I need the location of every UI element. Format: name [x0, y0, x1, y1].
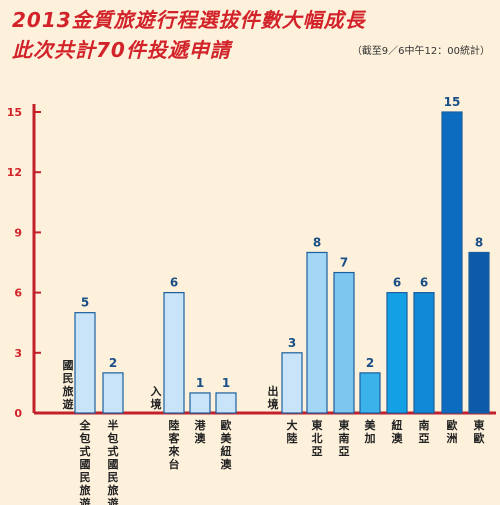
category-label-char: 旅	[108, 483, 119, 497]
bar-value-label: 2	[109, 356, 117, 370]
y-tick-label: 12	[7, 166, 22, 179]
category-label-char: 澳	[392, 431, 404, 445]
bar-value-label: 15	[444, 95, 461, 109]
category-label-char: 半	[108, 418, 119, 432]
category-label-char: 亞	[419, 432, 430, 445]
group-label-char: 民	[63, 372, 74, 385]
category-label-char: 港	[195, 418, 207, 432]
bar	[333, 271, 355, 414]
category-label-char: 遊	[80, 496, 91, 505]
category-label-char: 民	[108, 471, 119, 484]
category-label-char: 北	[312, 431, 323, 445]
category-label-char: 包	[79, 431, 91, 445]
group-label-char: 出	[268, 384, 279, 398]
bar	[386, 292, 408, 414]
group-label-char: 境	[268, 397, 279, 411]
bar	[359, 372, 381, 414]
group-label-char: 國	[63, 359, 74, 372]
bar	[281, 352, 303, 414]
category-label-char: 式	[108, 444, 119, 458]
category-label-char: 紐	[221, 444, 232, 458]
category-label-char: 大	[287, 418, 298, 432]
category-label-char: 包	[107, 431, 119, 445]
chart-note: （截至9／6中午12：00統計）	[351, 46, 490, 57]
y-tick-label: 6	[14, 287, 22, 300]
bar	[74, 312, 96, 414]
y-tick-label: 9	[14, 226, 22, 239]
category-label-char: 全	[79, 418, 92, 432]
category-label-char: 東	[474, 418, 486, 432]
bar	[413, 292, 435, 414]
bar-value-label: 8	[475, 235, 483, 249]
bar	[163, 292, 185, 414]
category-label-char: 旅	[80, 483, 91, 497]
bar-value-label: 6	[170, 276, 178, 290]
category-label-char: 澳	[195, 431, 207, 445]
bar-value-label: 3	[288, 336, 296, 350]
category-label-char: 加	[364, 431, 376, 445]
bar-value-label: 1	[222, 376, 230, 390]
group-label-char: 遊	[63, 397, 74, 411]
category-label-char: 亞	[339, 445, 350, 458]
category-label-char: 歐	[221, 418, 232, 432]
category-label-char: 陸	[169, 418, 180, 432]
bar	[215, 392, 237, 414]
group-label-char: 入	[151, 385, 162, 398]
category-label-char: 洲	[447, 432, 458, 445]
category-label-char: 國	[108, 458, 119, 471]
category-label-char: 南	[339, 431, 350, 445]
bar	[441, 111, 463, 414]
category-label-char: 陸	[287, 431, 298, 445]
bar-value-label: 5	[81, 296, 89, 310]
category-label-char: 歐	[447, 418, 458, 432]
bar	[306, 251, 328, 414]
bar-value-label: 2	[366, 356, 374, 370]
bar	[102, 372, 124, 414]
bar-value-label: 8	[313, 235, 321, 249]
category-label-char: 亞	[312, 445, 323, 458]
category-label-char: 遊	[108, 496, 119, 505]
bar-value-label: 7	[340, 256, 348, 270]
bar-value-label: 6	[393, 276, 401, 290]
category-label-char: 澳	[221, 457, 233, 471]
category-label-char: 來	[169, 444, 180, 458]
category-label-char: 台	[169, 457, 180, 471]
category-label-char: 式	[80, 444, 91, 458]
bar	[189, 392, 211, 414]
y-tick-label: 0	[14, 407, 22, 420]
bar-value-label: 1	[196, 376, 204, 390]
category-label-char: 美	[221, 431, 233, 445]
group-label-char: 境	[151, 397, 162, 411]
category-label-char: 南	[419, 418, 430, 432]
chart-subtitle: 此次共計70件投遞申請	[12, 38, 231, 62]
category-label-char: 民	[80, 471, 91, 484]
y-tick-label: 15	[7, 106, 22, 119]
y-tick-label: 3	[14, 347, 22, 360]
chart-title: 2013金質旅遊行程選拔件數大幅成長	[12, 8, 366, 32]
category-label-char: 東	[312, 418, 324, 432]
category-label-char: 國	[80, 458, 91, 471]
category-label-char: 客	[168, 431, 181, 445]
group-label-char: 旅	[63, 384, 74, 398]
category-label-char: 歐	[474, 431, 485, 445]
bar-value-label: 6	[420, 276, 428, 290]
bar	[468, 251, 490, 414]
category-label-char: 美	[365, 418, 377, 432]
category-label-char: 東	[339, 418, 351, 432]
category-label-char: 紐	[392, 418, 403, 432]
